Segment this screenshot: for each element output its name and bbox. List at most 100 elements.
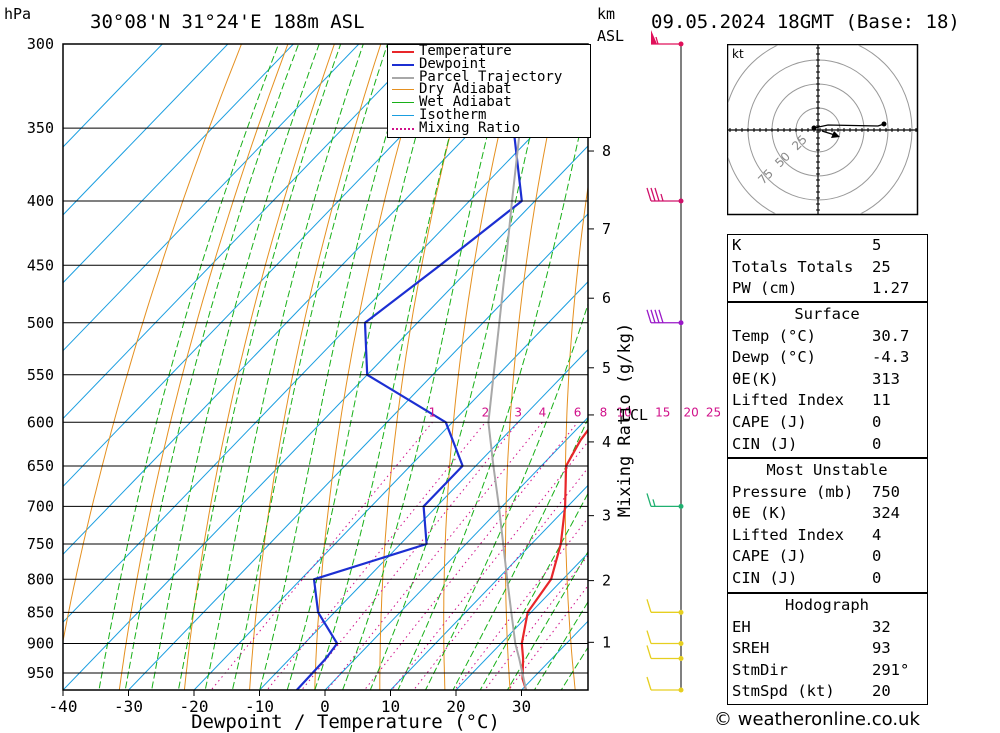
mixing-ratio-line — [391, 441, 588, 690]
hodograph-point — [881, 121, 887, 127]
location-label: 30°08'N 31°24'E 188m ASL — [90, 11, 365, 33]
mixing-ratio-line — [210, 421, 433, 690]
temperature-tick-label: 10 — [381, 697, 400, 716]
wet-adiabat-line — [204, 44, 364, 690]
pressure-tick-label: 550 — [27, 366, 54, 384]
isotherm-line — [193, 281, 588, 690]
wet-adiabat-line — [259, 44, 415, 690]
isotherm-line — [63, 145, 588, 690]
temperature-line — [520, 428, 588, 690]
mixing-ratio-line — [413, 467, 588, 690]
wind-barb — [646, 493, 684, 509]
dry-adiabat-line — [984, 0, 1000, 728]
wet-adiabat-line — [506, 550, 588, 690]
pressure-tick-label: 900 — [27, 635, 54, 653]
wind-barb — [646, 309, 684, 326]
km-unit-label: km — [597, 5, 616, 23]
km-tick-label: 8 — [602, 142, 611, 160]
legend-item-wet-adiabat: Wet Adiabat — [388, 95, 590, 109]
most-unstable-table: Most Unstable Pressure (mb) 750 θE (K) 324… — [728, 460, 926, 590]
pressure-tick-label: 800 — [27, 570, 54, 588]
table-row: θE(K) 313 — [732, 369, 900, 388]
mixing-ratio-axis-label: Mixing Ratio (g/kg) — [615, 323, 635, 517]
hpa-unit-label: hPa — [4, 5, 32, 23]
pressure-tick-label: 350 — [27, 119, 54, 137]
hodograph-unit-label: kt — [732, 47, 744, 61]
pressure-tick-label: 850 — [27, 603, 54, 621]
plot-frame — [62, 43, 589, 691]
isotherm-line — [63, 44, 295, 284]
km-tick-label: 6 — [602, 289, 611, 307]
legend-item-dry-adiabat: Dry Adiabat — [388, 83, 590, 96]
pressure-tick-label: 650 — [27, 457, 54, 475]
km-tick-label: 1 — [602, 633, 611, 651]
isotherm-line — [258, 348, 588, 690]
km-tick-label: 2 — [602, 572, 611, 590]
dry-adiabat-line — [679, 0, 723, 728]
wet-adiabat-line — [177, 44, 342, 690]
lcl-label: LCL — [621, 406, 648, 424]
copyright-link[interactable]: © weatheronline.co.uk — [714, 709, 920, 730]
wet-adiabat-line — [98, 44, 280, 690]
legend-item-mixing-ratio: Mixing Ratio — [388, 121, 590, 135]
table-row: CAPE (J) 0 — [732, 412, 882, 431]
table-row: CAPE (J) 0 — [732, 547, 882, 566]
table-row: Hodograph — [785, 596, 869, 614]
datetime-label: 09.05.2024 18GMT (Base: 18) — [651, 11, 960, 33]
surface-table: Surface Temp (°C) 30.7 Dewp (°C) -4.3 θE(K… — [728, 304, 926, 455]
pressure-tick-label: 500 — [27, 314, 54, 332]
table-row: CIN (J) 0 — [732, 568, 882, 587]
km-tick-label: 5 — [602, 359, 611, 377]
pressure-tick-label: 700 — [27, 497, 54, 515]
table-row: PW (cm) 1.27 — [732, 279, 910, 298]
table-row: StmSpd (kt) 20 — [732, 682, 891, 701]
wet-adiabat-line — [533, 600, 588, 690]
mixing-ratio-line — [484, 554, 588, 690]
table-row: EH 32 — [732, 617, 891, 636]
table-row: θE (K) 324 — [732, 504, 900, 523]
wet-adiabat-line — [369, 44, 553, 690]
wind-barb — [646, 630, 684, 647]
temperature-tick-label: -20 — [180, 697, 209, 716]
legend-item-dewpoint: Dewpoint — [388, 57, 590, 71]
wet-adiabat-line — [124, 44, 300, 690]
wind-barb — [646, 645, 684, 661]
table-row: Temp (°C) 30.7 — [732, 326, 910, 345]
mixing-ratio-line — [266, 421, 486, 690]
wind-barb — [646, 599, 684, 615]
table-row: SREH 93 — [732, 639, 891, 658]
legend-item-isotherm: Isotherm — [388, 108, 590, 122]
temperature-tick-label: -10 — [245, 697, 274, 716]
pressure-tick-label: 950 — [27, 664, 54, 682]
most-unstable-box — [727, 458, 928, 593]
temperature-tick-label: 30 — [512, 697, 531, 716]
mixing-ratio-label: 6 — [574, 405, 582, 419]
pressure-tick-label: 750 — [27, 535, 54, 553]
temperature-tick-label: 20 — [446, 697, 465, 716]
pressure-tick-label: 450 — [27, 256, 54, 274]
isotherm-line — [455, 552, 588, 690]
mixing-ratio-line — [454, 517, 588, 690]
legend-item-temperature: Temperature — [388, 44, 590, 58]
wet-adiabat-line — [479, 492, 588, 690]
hodograph-point — [811, 125, 817, 131]
wind-barb — [646, 676, 684, 693]
table-row: Totals Totals 25 — [732, 257, 891, 276]
temperature-tick-label: 0 — [320, 697, 330, 716]
pressure-tick-label: 600 — [27, 413, 54, 431]
indices-box — [727, 234, 928, 302]
km-tick-label: 4 — [602, 433, 611, 451]
dewpoint-line — [295, 44, 537, 690]
temperature-tick-label: -40 — [49, 697, 78, 716]
mixing-ratio-line — [507, 584, 588, 690]
x-axis-label: Dewpoint / Temperature (°C) — [191, 711, 500, 733]
hodograph-table: Hodograph EH 32 SREH 93 StmDir 291° StmSpd … — [728, 595, 926, 703]
table-row: Pressure (mb) 750 — [732, 482, 900, 501]
hodograph-plot — [728, 45, 917, 214]
km-tick-label: 3 — [602, 507, 611, 525]
hodograph-trace — [813, 123, 885, 129]
hodograph-table-box — [727, 593, 928, 705]
chart-legend: Temperature Dewpoint Parcel Trajectory D… — [387, 44, 591, 138]
